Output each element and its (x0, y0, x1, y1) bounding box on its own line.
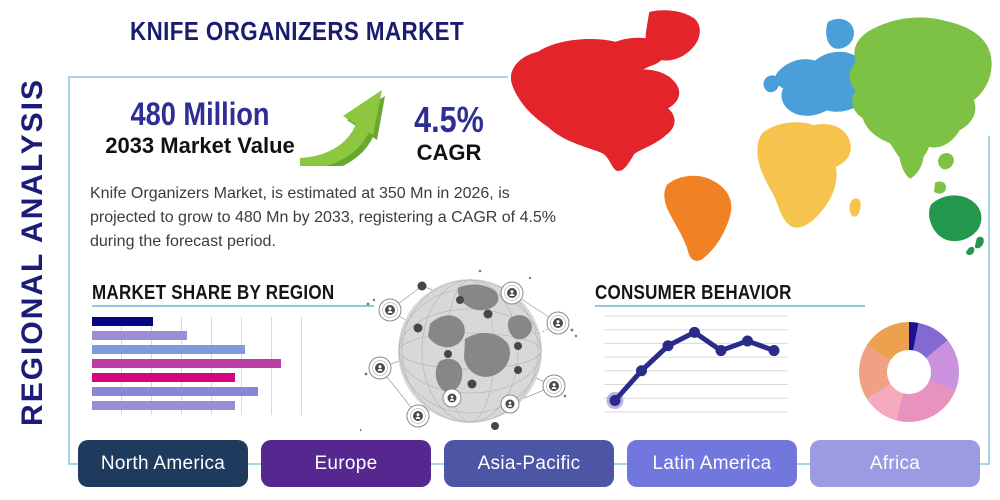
bar-region-1 (92, 331, 187, 340)
cagr-stat: 4.5% CAGR (389, 99, 509, 167)
region-button-row: North America Europe Asia-Pacific Latin … (78, 440, 980, 487)
market-value-stat: 480 Million 2033 Market Value (85, 96, 315, 159)
map-asia (849, 17, 992, 194)
button-europe[interactable]: Europe (261, 440, 431, 487)
market-description: Knife Organizers Market, is estimated at… (90, 185, 557, 250)
cagr-label: CAGR (416, 140, 482, 166)
bar-region-5 (92, 387, 258, 396)
market-value-number: 480 Million (130, 96, 270, 132)
button-latin-america[interactable]: Latin America (627, 440, 797, 487)
market-share-heading: MARKET SHARE BY REGION (92, 282, 335, 304)
consumer-behavior-line-chart (600, 308, 792, 422)
map-europe (763, 18, 871, 116)
side-label-regional-analysis: REGIONAL ANALYSIS (16, 78, 49, 426)
bar-region-0 (92, 317, 153, 326)
button-asia-pacific[interactable]: Asia-Pacific (444, 440, 614, 487)
world-map (498, 6, 995, 264)
regional-share-donut-chart (859, 322, 959, 422)
map-south-america (664, 175, 732, 261)
content-box-border-top (68, 76, 508, 78)
button-north-america[interactable]: North America (78, 440, 248, 487)
map-africa (757, 122, 861, 228)
map-australia (929, 195, 984, 256)
growth-arrow-icon (297, 84, 389, 175)
market-share-bar-chart (92, 317, 304, 415)
consumer-behavior-underline (595, 305, 865, 307)
map-north-america (510, 10, 700, 172)
page-title: KNIFE ORGANIZERS MARKET (130, 16, 465, 46)
donut-hole (887, 350, 931, 394)
content-box-border-right (988, 136, 990, 465)
bar-region-6 (92, 401, 235, 410)
consumer-behavior-heading: CONSUMER BEHAVIOR (595, 282, 792, 304)
market-value-label: 2033 Market Value (105, 132, 295, 158)
button-africa[interactable]: Africa (810, 440, 980, 487)
bar-region-4 (92, 373, 235, 382)
bar-region-2 (92, 345, 246, 354)
market-share-underline (92, 305, 374, 307)
content-box-border-left (68, 76, 70, 465)
cagr-number: 4.5% (414, 99, 484, 140)
bar-region-3 (92, 359, 281, 368)
globe-network-graphic (358, 266, 580, 436)
